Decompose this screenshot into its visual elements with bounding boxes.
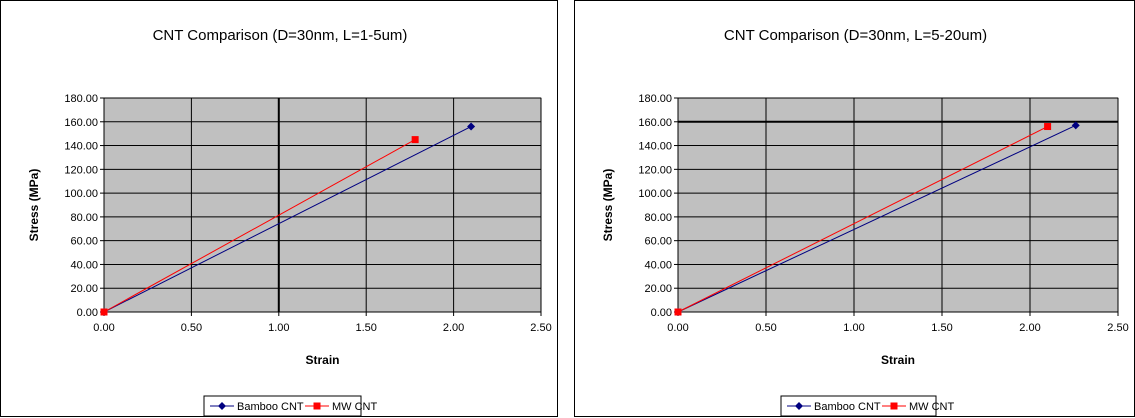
legend-box: [203, 395, 362, 417]
series-line: [677, 124, 1076, 313]
y-tick-label: 40.00: [70, 259, 98, 271]
chart-title: CNT Comparison (D=30nm, L=5-20um): [724, 27, 987, 44]
y-axis-label: Stress (MPa): [27, 169, 41, 242]
x-tick-label: 2.50: [1107, 322, 1128, 334]
x-tick-label: 0.50: [755, 322, 776, 334]
chart-panel-left: CNT Comparison (D=30nm, L=1-5um) 0.00 20.0…: [0, 0, 558, 417]
y-tick-label: 80.00: [644, 212, 672, 224]
data-point-square: [1044, 123, 1052, 131]
y-tick-label: 40.00: [644, 259, 672, 271]
legend-label: MW CNT: [909, 401, 954, 413]
stress-strain-chart-left: CNT Comparison (D=30nm, L=1-5um) 0.00 20.0…: [27, 27, 552, 417]
data-point-diamond: [467, 122, 476, 131]
y-tick-label: 160.00: [638, 117, 672, 129]
x-tick-label: 2.00: [443, 322, 464, 334]
y-tick-label: 60.00: [70, 236, 98, 248]
x-tick-label: 1.50: [931, 322, 952, 334]
legend-marker-square: [313, 402, 321, 410]
x-tick-label: 1.00: [843, 322, 864, 334]
legend-label: MW CNT: [332, 401, 377, 413]
series-line: [677, 126, 1048, 313]
stress-strain-chart-right: CNT Comparison (D=30nm, L=5-20um) 0.00 20.…: [601, 27, 1129, 417]
legend-label: Bamboo CNT: [814, 401, 881, 413]
x-tick-label: 2.50: [530, 322, 551, 334]
y-tick-label: 120.00: [638, 164, 672, 176]
x-tick-label: 0.00: [667, 322, 688, 334]
y-tick-label: 0.00: [77, 307, 98, 319]
x-tick-label: 1.50: [355, 322, 376, 334]
y-axis-label: Stress (MPa): [601, 169, 615, 242]
data-point-square: [674, 308, 682, 316]
legend-box: [780, 395, 937, 417]
x-tick-label: 0.00: [93, 322, 114, 334]
y-tick-label: 100.00: [638, 188, 672, 200]
y-tick-label: 180.00: [64, 93, 98, 105]
x-tick-label: 1.00: [268, 322, 289, 334]
plot-area: [103, 97, 542, 313]
x-tick-label: 2.00: [1019, 322, 1040, 334]
chart-title: CNT Comparison (D=30nm, L=1-5um): [153, 27, 408, 44]
data-point-square: [100, 308, 108, 316]
y-tick-label: 20.00: [70, 283, 98, 295]
legend-label: Bamboo CNT: [237, 401, 304, 413]
x-axis-label: Strain: [305, 353, 339, 367]
chart-panel-right: CNT Comparison (D=30nm, L=5-20um) 0.00 20.…: [574, 0, 1135, 417]
y-tick-label: 80.00: [70, 212, 98, 224]
y-tick-label: 160.00: [64, 117, 98, 129]
plot-area: [677, 97, 1119, 313]
y-tick-label: 20.00: [644, 283, 672, 295]
y-tick-label: 60.00: [644, 236, 672, 248]
legend-marker-diamond: [795, 402, 803, 410]
y-tick-label: 140.00: [64, 141, 98, 153]
legend-marker-diamond: [218, 402, 226, 410]
legend-marker-square: [890, 402, 898, 410]
y-tick-label: 100.00: [64, 188, 98, 200]
series-line: [103, 126, 472, 313]
y-tick-label: 120.00: [64, 164, 98, 176]
y-tick-label: 0.00: [651, 307, 672, 319]
x-tick-label: 0.50: [181, 322, 202, 334]
y-tick-label: 180.00: [638, 93, 672, 105]
y-tick-label: 140.00: [638, 141, 672, 153]
data-point-square: [411, 136, 419, 144]
data-point-diamond: [1071, 121, 1080, 130]
series-line: [103, 139, 416, 313]
x-axis-label: Strain: [881, 353, 915, 367]
